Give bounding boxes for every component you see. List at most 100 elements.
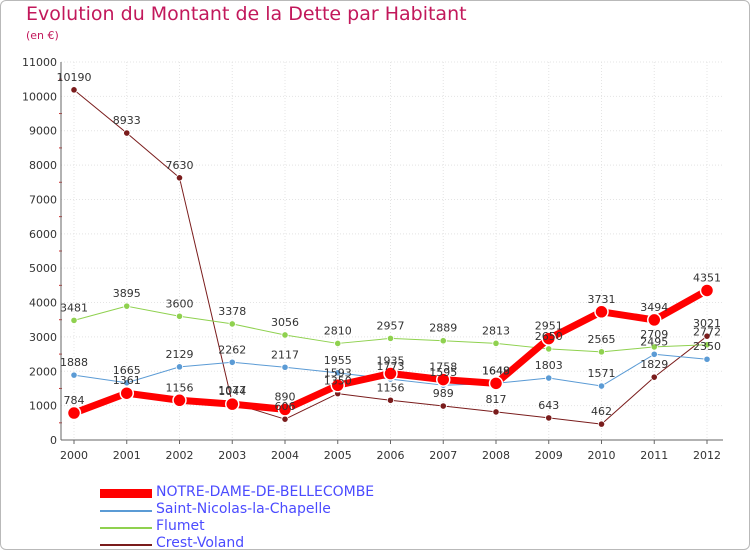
data-label-saint-nicolas-la-chapelle: 1955 [324,354,352,367]
data-label-notre-dame-de-bellecombe: 4351 [693,271,721,284]
x-tick-label: 2011 [640,449,668,462]
data-label-saint-nicolas-la-chapelle: 1648 [482,364,510,377]
data-point-notre-dame-de-bellecombe [66,405,82,421]
data-label-flumet: 2889 [429,322,457,335]
data-point-saint-nicolas-la-chapelle [281,363,289,371]
data-label-flumet: 2709 [640,328,668,341]
x-tick-label: 2002 [166,449,194,462]
data-label-flumet: 3481 [60,301,88,314]
data-point-crest-voland [703,332,711,340]
legend-label: Flumet [156,518,205,534]
data-point-crest-voland [650,373,658,381]
data-label-saint-nicolas-la-chapelle: 2117 [271,348,299,361]
data-point-notre-dame-de-bellecombe [699,283,715,298]
data-label-notre-dame-de-bellecombe: 1044 [218,385,246,398]
data-label-notre-dame-de-bellecombe: 1649 [482,364,510,377]
data-point-crest-voland [281,415,289,423]
data-label-notre-dame-de-bellecombe: 890 [275,390,296,403]
data-label-crest-voland: 989 [433,387,454,400]
data-label-saint-nicolas-la-chapelle: 1773 [377,360,405,373]
data-point-notre-dame-de-bellecombe [225,396,240,412]
data-point-flumet [439,337,447,345]
y-tick-label: 0 [50,434,57,447]
legend-label: Saint-Nicolas-la-Chapelle [156,501,331,517]
data-label-crest-voland: 1156 [377,381,405,394]
data-point-saint-nicolas-la-chapelle [228,358,236,366]
data-point-flumet [492,339,500,347]
data-label-notre-dame-de-bellecombe: 3731 [588,293,616,306]
x-tick-label: 2000 [60,449,88,462]
data-label-crest-voland: 8933 [113,114,141,127]
data-label-flumet: 2772 [693,326,721,339]
data-point-crest-voland [597,420,606,428]
data-point-crest-voland [439,402,447,410]
data-label-crest-voland: 3021 [693,317,721,330]
data-label-notre-dame-de-bellecombe: 784 [64,394,85,407]
data-point-notre-dame-de-bellecombe [330,378,345,393]
data-label-crest-voland: 1829 [640,358,668,371]
legend-label: NOTRE-DAME-DE-BELLECOMBE [156,484,375,500]
data-label-saint-nicolas-la-chapelle: 1571 [588,367,616,380]
data-label-flumet: 3895 [113,287,141,300]
data-label-saint-nicolas-la-chapelle: 1888 [60,356,88,369]
data-point-saint-nicolas-la-chapelle [597,382,606,390]
data-label-saint-nicolas-la-chapelle: 2129 [166,348,194,361]
y-tick-label: 7000 [29,193,57,206]
data-label-flumet: 2957 [377,319,405,332]
data-point-flumet [228,320,236,328]
x-tick-label: 2003 [218,449,246,462]
data-label-saint-nicolas-la-chapelle: 2495 [640,335,668,348]
data-label-crest-voland: 7630 [166,159,194,172]
data-point-flumet [703,341,711,349]
data-point-saint-nicolas-la-chapelle [70,371,78,379]
data-label-flumet: 2813 [482,324,510,337]
y-tick-label: 1000 [29,400,57,413]
legend-swatch [100,544,152,546]
data-label-saint-nicolas-la-chapelle: 1665 [113,364,141,377]
data-point-flumet [123,302,131,310]
data-point-flumet [175,312,184,320]
data-label-saint-nicolas-la-chapelle: 2262 [218,343,246,356]
x-tick-label: 2005 [324,449,352,462]
data-point-flumet [70,316,78,324]
data-label-crest-voland: 10190 [57,71,92,84]
data-label-notre-dame-de-bellecombe: 1758 [429,361,457,374]
data-point-crest-voland [123,129,131,137]
data-point-crest-voland [545,414,553,422]
data-label-notre-dame-de-bellecombe: 1361 [113,374,141,387]
data-point-flumet [334,339,342,348]
data-point-notre-dame-de-bellecombe [383,366,398,381]
data-label-flumet: 2565 [588,333,616,346]
data-label-notre-dame-de-bellecombe: 1593 [324,366,352,379]
data-label-flumet: 3378 [218,305,246,318]
x-tick-label: 2004 [271,449,299,462]
data-point-notre-dame-de-bellecombe [119,385,134,401]
data-point-flumet [545,345,553,353]
legend-swatch [100,510,152,512]
data-point-crest-voland [175,174,184,182]
y-tick-label: 5000 [29,262,57,275]
data-label-notre-dame-de-bellecombe: 1935 [377,355,405,368]
data-label-crest-voland: 462 [591,405,612,418]
data-point-saint-nicolas-la-chapelle [334,369,342,377]
y-tick-label: 8000 [29,159,57,172]
data-point-saint-nicolas-la-chapelle [650,350,658,358]
data-label-crest-voland: 606 [275,400,296,413]
data-label-notre-dame-de-bellecombe: 2951 [535,320,563,333]
y-tick-label: 6000 [29,228,57,241]
data-point-notre-dame-de-bellecombe [541,331,556,346]
data-label-notre-dame-de-bellecombe: 1156 [166,381,194,394]
x-tick-label: 2001 [113,449,141,462]
data-point-saint-nicolas-la-chapelle [175,363,184,371]
data-point-notre-dame-de-bellecombe [594,304,609,320]
y-tick-label: 2000 [29,365,57,378]
data-point-flumet [650,343,658,351]
data-label-flumet: 3056 [271,316,299,329]
data-label-saint-nicolas-la-chapelle: 2350 [693,340,721,353]
data-point-notre-dame-de-bellecombe [277,402,293,417]
legend-label: Crest-Voland [156,535,245,551]
data-point-notre-dame-de-bellecombe [488,376,504,391]
data-point-saint-nicolas-la-chapelle [545,374,553,382]
data-point-saint-nicolas-la-chapelle [703,355,711,363]
